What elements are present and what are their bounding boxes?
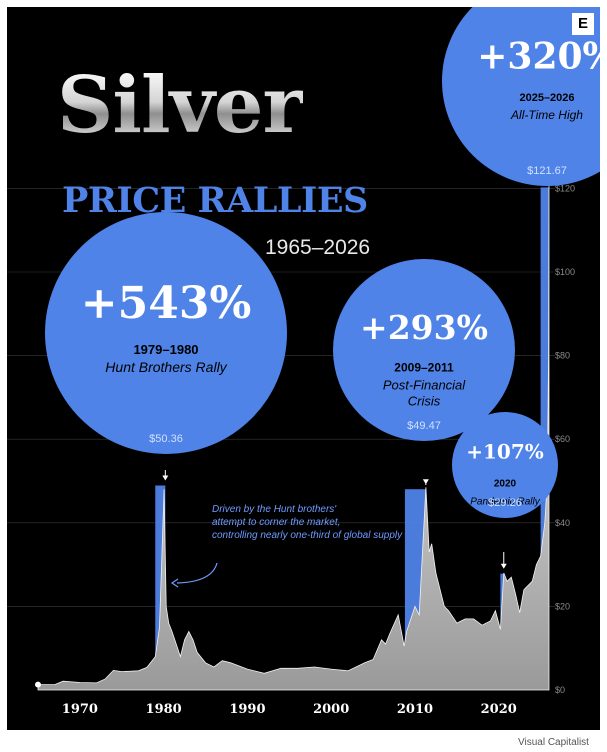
rally-peak-label: $49.47 <box>407 420 441 432</box>
rally-bubble-circle <box>452 412 558 518</box>
arrow-head-icon <box>422 479 429 485</box>
rally-bubble-circle <box>442 7 600 186</box>
rally-period: 2009–2011 <box>394 360 454 374</box>
y-tick-label: $60 <box>555 434 570 444</box>
y-tick-label: $120 <box>555 183 575 193</box>
rally-bubble: +107% 2020 Pandemic Rally$29.26 <box>452 412 558 518</box>
brand-logo: E <box>572 13 594 35</box>
silver-price-chart: $0 $20 $40 $60 $80 $100 $120 +543% 1979–1980 Hun… <box>7 7 600 717</box>
price-area <box>37 181 550 691</box>
rally-period: 1979–1980 <box>133 342 198 357</box>
rally-peak-label: $29.26 <box>488 497 522 509</box>
y-tick-label: $0 <box>555 685 565 695</box>
rally-name: All-Time High <box>510 108 583 122</box>
annotation-arrow-head-icon <box>170 578 179 588</box>
source-credit: Visual Capitalist <box>518 737 589 748</box>
rally-bubble-circle <box>333 259 515 441</box>
annotation-arrow <box>176 562 218 584</box>
rally-band <box>155 485 166 690</box>
page-title: Silver <box>57 60 304 151</box>
x-tick-label: 1990 <box>229 702 265 717</box>
rally-bubble-circle <box>45 212 287 454</box>
rally-change: +543% <box>81 278 252 329</box>
annotation-text: controlling nearly one-third of global s… <box>212 530 403 541</box>
annotation-text: attempt to corner the market, <box>212 517 340 528</box>
rally-peak-label: $50.36 <box>149 433 183 445</box>
rally-peak-label: $121.67 <box>527 165 567 177</box>
start-point <box>35 681 41 688</box>
rally-bubble: +320% 2025–2026 All-Time High $121.67 <box>442 7 600 186</box>
date-range: 1965–2026 <box>265 236 371 259</box>
annotation-layer: Driven by the Hunt brothers' attempt to c… <box>170 504 403 588</box>
rally-bubble: +543% 1979–1980 Hunt Brothers Rally $50.36 <box>45 212 287 454</box>
y-axis: $0 $20 $40 $60 $80 $100 $120 <box>555 183 575 695</box>
rally-name: Hunt Brothers Rally <box>105 359 227 375</box>
rally-period: 2025–2026 <box>519 92 574 104</box>
rally-change: +293% <box>360 308 488 347</box>
x-tick-label: 2000 <box>313 702 349 717</box>
x-tick-label: 2010 <box>397 702 433 717</box>
arrow-head-icon <box>500 563 507 569</box>
rally-change: +320% <box>477 36 600 78</box>
rally-change: +107% <box>466 439 544 463</box>
x-axis: 1970 1980 1990 2000 2010 2020 <box>62 702 517 717</box>
rally-period: 2020 <box>494 478 517 489</box>
annotation-text: Driven by the Hunt brothers' <box>212 504 337 515</box>
y-tick-label: $40 <box>555 518 570 528</box>
rally-name: Crisis <box>408 393 441 408</box>
x-tick-label: 2020 <box>481 702 517 717</box>
y-tick-label: $100 <box>555 267 575 277</box>
x-tick-label: 1970 <box>62 702 98 717</box>
arrow-head-icon <box>162 475 169 481</box>
rally-name: Post-Financial <box>383 377 466 392</box>
y-tick-label: $80 <box>555 351 570 361</box>
price-area-layer <box>35 181 550 691</box>
page-subtitle: PRICE RALLIES <box>62 180 368 221</box>
infographic-card: $0 $20 $40 $60 $80 $100 $120 +543% 1979–1980 Hun… <box>7 7 600 730</box>
y-tick-label: $20 <box>555 601 570 611</box>
rally-name: Pandemic Rally <box>470 496 540 507</box>
x-tick-label: 1980 <box>146 702 182 717</box>
